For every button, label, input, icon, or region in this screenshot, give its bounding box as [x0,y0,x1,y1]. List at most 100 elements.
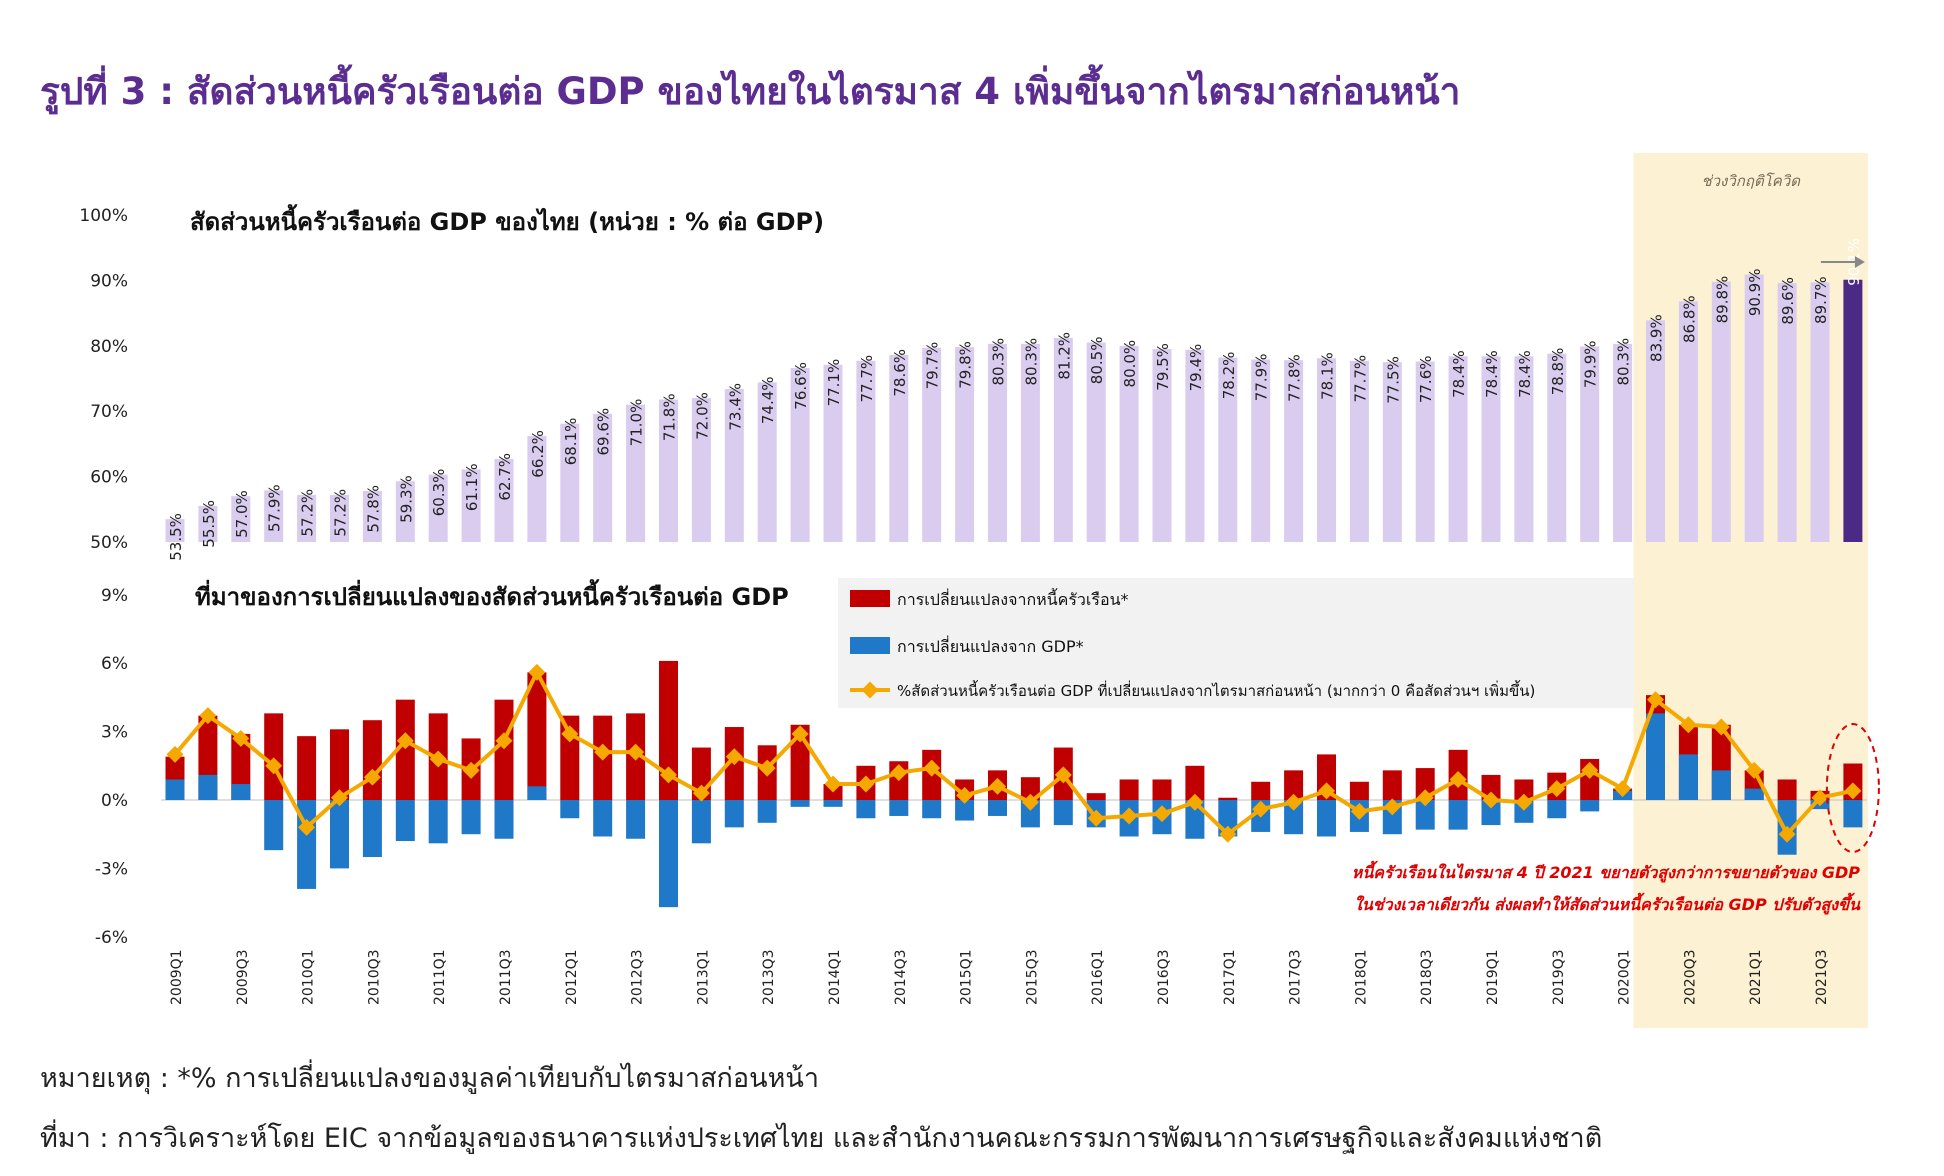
x-tick-label: 2020Q3 [1682,949,1698,1005]
right-arrow-icon [1820,256,1865,268]
debt-to-gdp-data-labels: 53.5% 55.5% 57.0% 57.9% 57.2% 57.2% 57.8% 59.3%… [167,238,1863,561]
debt-to-gdp-data-label: 77.9% [1253,354,1271,402]
debt-to-gdp-bar [1349,360,1369,542]
ratio-change-point [1219,825,1237,843]
ratio-change-point [561,725,579,743]
change-decomposition-chart-title: ที่มาของการเปลี่ยนแปลงของสัดส่วนหนี้ครัว… [195,578,789,611]
debt-to-gdp-bar [691,398,711,542]
household-debt-change-bar [297,736,317,800]
debt-to-gdp-data-label: 78.4% [1483,350,1501,398]
y-tick-label: 50% [90,533,128,553]
debt-to-gdp-bar [1086,342,1106,542]
gdp-change-bar [691,800,711,844]
household-debt-change-bar [1218,797,1238,800]
debt-to-gdp-bar [1251,359,1271,542]
debt-to-gdp-data-label: 77.6% [1417,355,1435,403]
household-debt-change-bar [1514,779,1534,800]
household-debt-change-bar [1086,793,1106,800]
household-debt-change-bar [395,699,415,800]
debt-to-gdp-data-label: 68.1% [562,418,580,466]
debt-to-gdp-bar [395,481,415,542]
x-tick-label: 2010Q3 [366,949,382,1005]
gdp-change-bar [1481,800,1501,826]
debt-to-gdp-bar [626,404,646,542]
debt-to-gdp-bar [1711,281,1731,542]
y-tick-label: 70% [90,402,128,422]
debt-to-gdp-data-label: 83.9% [1648,314,1666,362]
debt-to-gdp-data-label: 90.9% [1746,269,1764,317]
ratio-change-point [1416,789,1434,807]
gdp-change-bar [659,800,678,908]
debt-to-gdp-data-label: 74.4% [759,376,777,424]
x-tick-label: 2010Q1 [301,949,317,1005]
gdp-change-bar [593,800,613,837]
ratio-change-point [1449,770,1467,788]
debt-to-gdp-data-label: 78.6% [891,349,909,397]
y-tick-label: 6% [101,654,128,674]
debt-to-gdp-data-label: 80.3% [1022,338,1040,386]
ratio-change-point [758,759,776,777]
debt-to-gdp-data-label: 71.8% [661,393,679,441]
ratio-change-point [1811,789,1829,807]
gdp-change-bar [1415,800,1435,830]
debt-to-gdp-bar [330,494,349,542]
x-tick-label: 2013Q1 [695,949,711,1005]
gdp-change-bar [1284,800,1304,835]
debt-to-gdp-data-label: 77.5% [1384,356,1402,404]
ratio-change-point [1252,800,1270,818]
debt-to-gdp-bar [264,490,284,542]
debt-to-gdp-data-label: 80.0% [1121,340,1139,388]
household-debt-change-bar [1349,781,1369,800]
debt-to-gdp-data-label: 57.2% [299,489,317,537]
debt-to-gdp-data-label: 57.8% [364,485,382,533]
debt-to-gdp-data-label: 77.1% [825,359,843,407]
x-tick-label: 2021Q3 [1814,949,1830,1005]
x-tick-label: 2021Q1 [1748,949,1764,1005]
debt-to-gdp-data-label: 89.6% [1779,277,1797,325]
debt-to-gdp-bar [593,413,613,542]
ratio-change-point [298,818,316,836]
debt-to-gdp-bar [461,469,481,542]
y-tick-label: 9% [101,586,128,606]
gdp-change-bar [1020,800,1040,828]
debt-to-gdp-data-label: 57.2% [332,489,350,537]
debt-to-gdp-bar [790,368,810,542]
ratio-change-point [1515,793,1533,811]
debt-to-gdp-data-label: 80.3% [990,338,1008,386]
gdp-change-bar [1646,713,1665,800]
gdp-change-bar [560,800,580,819]
debt-to-gdp-bar [1810,282,1830,542]
ratio-change-point [1120,807,1138,825]
ratio-change-point [1778,825,1796,843]
gdp-change-bar [1711,770,1731,800]
debt-to-gdp-data-label: 80.5% [1088,337,1106,385]
ratio-change-point [1745,761,1763,779]
ratio-change-point [232,729,250,747]
ratio-change-point [791,725,809,743]
legend-label-ratio-line: %สัดส่วนหนี้ครัวเรือนต่อ GDP ที่เปลี่ยนแ… [897,680,1535,700]
household-debt-change-bar [1119,779,1139,800]
gdp-change-bar [1843,800,1863,828]
x-tick-label: 2019Q3 [1551,949,1567,1005]
y-tick-label: 100% [79,206,128,226]
debt-to-gdp-bar [1744,274,1764,542]
ratio-change-point [692,784,710,802]
ratio-change-point [199,707,217,725]
x-tick-label: 2011Q3 [498,949,514,1005]
ratio-change-point [660,766,677,784]
ratio-change-point [1712,718,1730,736]
y-tick-label: 0% [101,791,128,811]
debt-to-gdp-bar [1053,337,1073,542]
x-tick-label: 2020Q1 [1617,949,1633,1005]
household-debt-change-bar [1777,779,1797,800]
gdp-change-bar [856,800,876,819]
debt-to-gdp-bar [560,423,580,542]
debt-to-gdp-data-label: 81.2% [1055,332,1073,380]
household-debt-change-bar [330,729,349,800]
ratio-change-point [1679,716,1697,734]
x-tick-label: 2013Q3 [761,949,777,1005]
debt-to-gdp-data-label: 78.1% [1319,352,1337,400]
x-tick-label: 2018Q3 [1419,949,1435,1005]
household-debt-change-bar [1185,765,1205,800]
debt-to-gdp-bar [1843,279,1863,542]
